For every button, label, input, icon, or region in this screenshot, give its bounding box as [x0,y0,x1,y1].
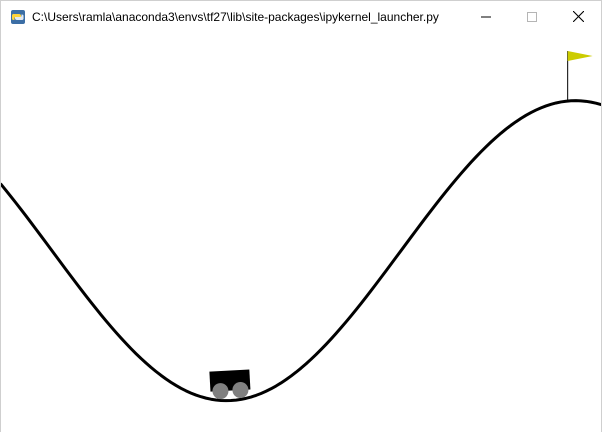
maximize-button[interactable] [509,1,555,32]
mountain-track [1,99,601,403]
car-wheel-front [232,382,249,399]
car [209,369,251,400]
close-icon [572,11,584,22]
game-scene [1,51,601,403]
python-icon [10,9,26,25]
minimize-button[interactable] [463,1,509,32]
close-button[interactable] [555,1,601,32]
window-title: C:\Users\ramla\anaconda3\envs\tf27\lib\s… [32,9,439,24]
car-wheel-back [212,383,229,400]
title-bar[interactable]: C:\Users\ramla\anaconda3\envs\tf27\lib\s… [1,1,601,32]
game-canvas[interactable] [1,32,601,432]
maximize-icon [527,11,537,22]
minimize-icon [481,16,491,17]
goal-flag [567,51,593,62]
window-controls [463,1,601,32]
